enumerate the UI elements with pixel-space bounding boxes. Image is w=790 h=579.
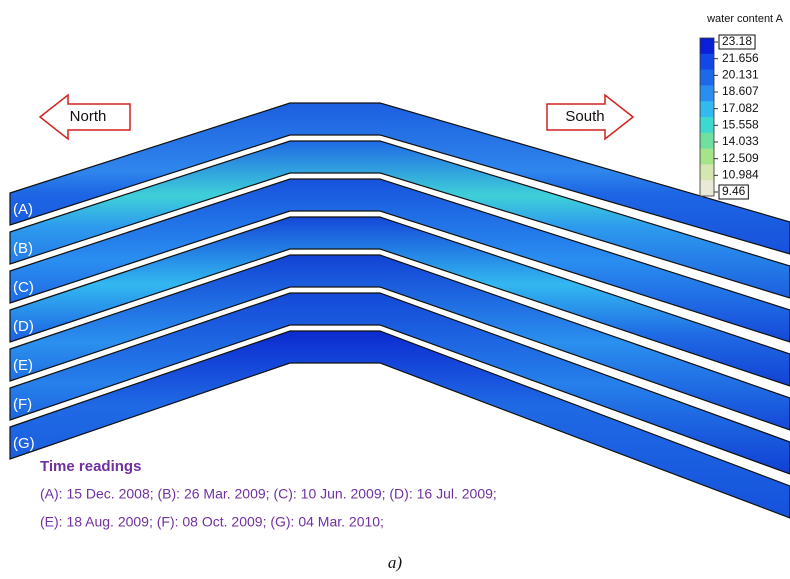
colorbar-label: 18.607: [722, 84, 759, 98]
layer-band: [9, 140, 790, 299]
layer-band: [9, 178, 790, 343]
colorbar-label: 17.082: [722, 101, 759, 115]
layer-band: [9, 292, 790, 475]
colorbar-band: [700, 38, 714, 55]
colorbar-band: [700, 117, 714, 134]
colorbar-label: 9.46: [722, 184, 746, 198]
colorbar-label: 12.509: [722, 151, 759, 165]
colorbar-label-box: [718, 34, 756, 50]
colorbar-label: 10.984: [722, 168, 759, 182]
colorbar-label: 23.18: [722, 34, 752, 48]
layer-label: (D): [13, 318, 34, 335]
colorbar-label: 15.558: [722, 118, 759, 132]
colorbar-band: [700, 180, 714, 197]
north-arrow: [38, 93, 131, 141]
layer-label: (C): [13, 279, 34, 296]
layer-band: [9, 102, 790, 255]
readings-heading: Time readings: [40, 458, 141, 475]
north-label: North: [70, 108, 107, 125]
south-arrow: [546, 93, 635, 141]
colorbar-label: 21.656: [722, 51, 759, 65]
layer-band: [9, 330, 790, 519]
readings-line: (E): 18 Aug. 2009; (F): 08 Oct. 2009; (G…: [40, 514, 384, 530]
colorbar-band: [700, 164, 714, 181]
colorbar-label: 14.033: [722, 134, 759, 148]
colorbar-band: [700, 53, 714, 71]
colorbar-title: water content A: [706, 13, 783, 25]
layer-label: (E): [13, 357, 33, 374]
colorbar-label-box: [718, 184, 749, 200]
layer-label: (A): [13, 201, 33, 218]
caption: a): [388, 553, 403, 572]
south-label: South: [565, 108, 604, 125]
layer-label: (B): [13, 240, 33, 257]
colorbar-band: [700, 101, 714, 118]
colorbar-band: [700, 132, 714, 150]
colorbar-frame: [699, 37, 715, 197]
layer-band: [9, 216, 790, 387]
colorbar-label: 20.131: [722, 68, 759, 82]
colorbar: 23.18 21.656 20.131 18.607 17.082 15.558 14.03…: [699, 34, 759, 200]
colorbar-band: [700, 148, 714, 165]
layers: (A) (B) (C) (D) (E) (F) (G): [9, 102, 790, 519]
layer-label: (F): [13, 396, 32, 413]
layer-label: (G): [13, 435, 35, 452]
colorbar-band: [700, 85, 714, 102]
colorbar-band: [700, 69, 714, 86]
layer-band: [9, 254, 790, 431]
readings-line: (A): 15 Dec. 2008; (B): 26 Mar. 2009; (C…: [40, 486, 497, 502]
